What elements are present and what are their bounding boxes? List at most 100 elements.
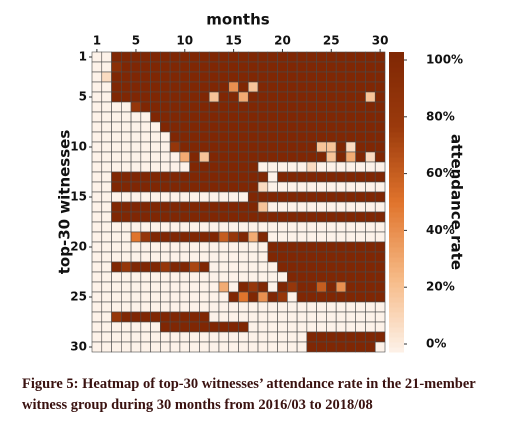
heat-cell	[91, 181, 103, 193]
heat-cell	[316, 111, 327, 123]
heat-cell	[160, 131, 171, 143]
heat-cell	[160, 221, 171, 233]
heat-cell	[335, 301, 347, 313]
heat-cell	[189, 331, 200, 343]
heat-cell	[228, 261, 239, 273]
heat-cell	[160, 111, 171, 123]
heat-cell	[130, 201, 142, 213]
heat-cell	[121, 51, 132, 63]
heat-cell	[228, 221, 239, 233]
heat-cell	[287, 151, 298, 163]
heat-cell	[130, 301, 142, 313]
heat-cell	[267, 211, 278, 223]
heat-cell	[218, 201, 230, 213]
heat-cell	[169, 91, 181, 103]
heat-cell	[335, 151, 347, 163]
heat-cell	[91, 221, 103, 233]
heat-cell	[326, 201, 337, 213]
heat-cell	[101, 51, 112, 63]
heat-cell	[287, 241, 298, 253]
heat-cell	[189, 201, 200, 213]
heat-cell	[179, 281, 190, 293]
heat-cell	[208, 181, 220, 193]
heat-cell	[121, 181, 132, 193]
caption-label: Figure 5:	[22, 376, 79, 392]
heat-cell	[228, 211, 239, 223]
heat-cell	[228, 91, 239, 103]
heat-cell	[111, 221, 122, 233]
heat-cell	[91, 81, 103, 93]
heat-cell	[277, 321, 288, 333]
heat-cell	[189, 61, 200, 73]
heat-cell	[130, 111, 142, 123]
heat-cell	[296, 121, 308, 133]
heat-cell	[101, 231, 112, 243]
heat-cell	[277, 161, 288, 173]
heat-cell	[130, 311, 142, 323]
heat-cell	[208, 321, 220, 333]
heat-cell	[169, 71, 181, 83]
heat-cell	[355, 251, 366, 263]
colorbar-tick-label: 20%	[426, 280, 455, 294]
heat-cell	[218, 61, 230, 73]
heat-cell	[130, 241, 142, 253]
heat-cell	[296, 231, 308, 243]
heat-cell	[130, 171, 142, 183]
heat-cell	[287, 121, 298, 133]
heat-cell	[111, 191, 122, 203]
heat-cell	[238, 141, 249, 153]
heat-cell	[365, 71, 376, 83]
heat-cell	[218, 321, 230, 333]
colorbar-swatch	[389, 142, 404, 148]
heat-cell	[199, 141, 210, 153]
heat-cell	[91, 321, 103, 333]
heat-cell	[91, 101, 103, 113]
heat-cell	[189, 341, 200, 353]
heat-cell	[306, 111, 317, 123]
heat-cell	[218, 121, 230, 133]
heat-cell	[208, 251, 220, 263]
heat-cell	[189, 81, 200, 93]
colorbar-swatch	[389, 102, 404, 108]
heat-cell	[355, 121, 366, 133]
heat-cell	[316, 71, 327, 83]
heat-cell	[365, 251, 376, 263]
heat-cell	[287, 81, 298, 93]
heat-cell	[296, 101, 308, 113]
heat-cell	[277, 241, 288, 253]
heat-cell	[121, 231, 132, 243]
colorbar-swatch	[389, 212, 404, 218]
heat-cell	[287, 321, 298, 333]
heat-cell	[91, 261, 103, 273]
heat-cell	[257, 171, 269, 183]
heat-cell	[267, 281, 278, 293]
heat-cell	[91, 341, 103, 353]
heat-cell	[365, 151, 376, 163]
heat-cell	[101, 281, 112, 293]
colorbar-swatch	[389, 77, 404, 83]
heat-cell	[169, 151, 181, 163]
heat-cell	[130, 291, 142, 303]
heat-cell	[111, 131, 122, 143]
heat-cell	[277, 301, 288, 313]
heat-cell	[140, 111, 151, 123]
heat-cell	[296, 161, 308, 173]
heat-cell	[374, 241, 386, 253]
heat-cell	[160, 231, 171, 243]
heat-cell	[111, 61, 122, 73]
heat-cell	[257, 211, 269, 223]
heat-cell	[91, 331, 103, 343]
heat-cell	[326, 121, 337, 133]
heat-cell	[169, 201, 181, 213]
heat-cell	[189, 51, 200, 63]
heat-cell	[247, 201, 259, 213]
heat-cell	[238, 111, 249, 123]
heat-cell	[247, 321, 259, 333]
heat-cell	[238, 171, 249, 183]
heat-cell	[355, 331, 366, 343]
heat-cell	[335, 201, 347, 213]
heat-cell	[306, 261, 317, 273]
heat-cell	[199, 261, 210, 273]
heat-cell	[296, 171, 308, 183]
heat-cell	[218, 331, 230, 343]
